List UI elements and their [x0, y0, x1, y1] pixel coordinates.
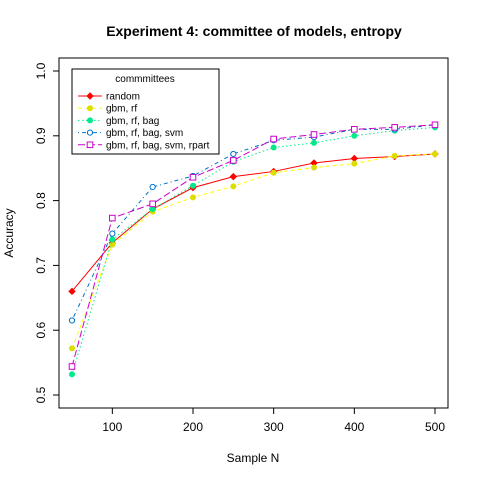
legend-label: gbm, rf, bag, svm — [106, 128, 183, 139]
data-point — [68, 287, 76, 296]
legend-label: gbm, rf, bag — [106, 116, 159, 127]
series-line — [71, 126, 436, 375]
x-axis: 100 200 300 400 500 — [102, 407, 445, 434]
data-point — [391, 152, 398, 159]
series-line — [71, 124, 436, 367]
data-point — [351, 132, 358, 139]
data-point — [190, 194, 196, 201]
data-point — [431, 121, 439, 129]
legend-swatch-marker — [87, 105, 93, 112]
data-point — [230, 183, 237, 190]
legend-label: gbm, rf, bag, svm, rpart — [106, 140, 210, 151]
legend-swatch-marker — [87, 117, 93, 124]
data-point — [432, 150, 438, 157]
legend-item: gbm, rf — [78, 104, 137, 115]
data-point — [109, 241, 116, 248]
legend-title: commmittees — [115, 74, 174, 85]
series-layer — [68, 121, 439, 378]
data-point — [351, 126, 358, 133]
legend-label: gbm, rf — [106, 104, 137, 115]
data-point — [68, 363, 76, 370]
data-point — [149, 206, 156, 213]
data-point — [149, 200, 156, 208]
data-point — [391, 124, 398, 131]
legend-item: gbm, rf, bag — [78, 116, 159, 127]
legend-swatch-marker — [86, 129, 94, 136]
x-tick-label: 500 — [425, 420, 445, 434]
data-point — [311, 164, 317, 171]
data-point — [270, 144, 277, 151]
data-point — [69, 345, 75, 352]
y-axis-label: Accuracy — [2, 208, 16, 257]
x-tick-label: 300 — [264, 420, 284, 434]
x-tick-label: 100 — [102, 420, 122, 434]
data-point — [189, 173, 197, 181]
data-point — [109, 236, 116, 243]
legend-swatch-marker — [86, 92, 94, 100]
series-0 — [68, 150, 439, 296]
y-tick-label: 0.7 — [34, 257, 48, 274]
data-point — [310, 131, 318, 138]
x-axis-label: Sample N — [227, 451, 280, 465]
data-point — [229, 172, 238, 181]
x-tick-label: 400 — [344, 420, 364, 434]
data-point — [230, 150, 237, 158]
data-point — [270, 135, 277, 143]
legend-box — [71, 68, 220, 155]
legend-item: gbm, rf, bag, svm — [78, 128, 183, 139]
data-point — [350, 154, 359, 163]
data-point — [149, 183, 156, 191]
data-point — [311, 139, 317, 146]
data-point — [69, 371, 75, 378]
series-2 — [69, 124, 438, 378]
series-line — [71, 153, 436, 292]
y-tick-label: 0.8 — [34, 192, 48, 209]
y-tick-label: 1.0 — [34, 62, 48, 79]
series-line — [71, 124, 436, 321]
data-point — [351, 160, 358, 167]
series-4 — [68, 121, 439, 370]
data-point — [190, 182, 196, 189]
chart-title: Experiment 4: committee of models, entro… — [106, 23, 402, 39]
y-tick-label: 0.9 — [34, 127, 48, 144]
series-line — [71, 153, 436, 349]
legend-item: random — [78, 92, 140, 103]
legend-label: random — [106, 92, 140, 103]
data-point — [230, 157, 237, 164]
y-tick-label: 0.5 — [34, 386, 48, 403]
data-point — [270, 169, 277, 176]
series-1 — [69, 150, 438, 352]
legend-item: gbm, rf, bag, svm, rpart — [78, 140, 210, 151]
y-axis: 0.5 0.6 0.7 0.8 0.9 1.0 — [34, 62, 60, 403]
data-point — [109, 230, 116, 237]
legend-swatch-marker — [86, 141, 94, 149]
x-tick-label: 200 — [183, 420, 203, 434]
data-point — [68, 317, 76, 324]
data-point — [109, 214, 116, 222]
y-tick-label: 0.6 — [34, 322, 48, 339]
